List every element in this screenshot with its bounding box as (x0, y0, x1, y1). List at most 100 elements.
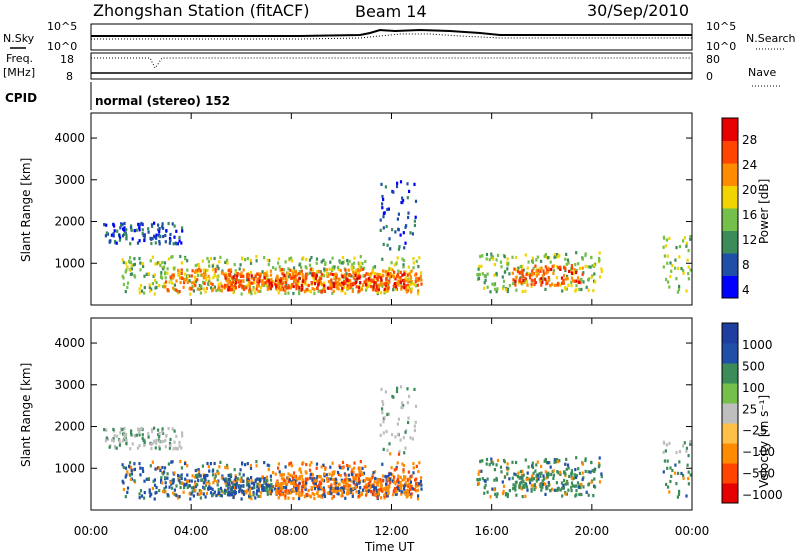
power-cell (354, 273, 357, 278)
velocity-cell (570, 469, 573, 473)
power-cell (600, 269, 603, 274)
power-cell (186, 259, 189, 263)
power-cell (519, 278, 522, 282)
velocity-cell (191, 474, 194, 478)
velocity-cell (330, 492, 333, 496)
power-cell (392, 274, 395, 278)
power-cell (346, 284, 349, 288)
velocity-cell (179, 474, 182, 478)
velocity-cell (104, 439, 107, 443)
power-cell (130, 228, 133, 232)
power-cell (522, 280, 525, 285)
power-cell (138, 291, 141, 295)
velocity-cell (409, 492, 412, 496)
power-cell (675, 246, 678, 250)
velocity-cell (567, 488, 570, 492)
velocity-cell (541, 479, 544, 483)
power-cell (391, 228, 394, 232)
velocity-cell (370, 477, 373, 481)
velocity-cell (414, 478, 417, 482)
power-cell (320, 290, 323, 294)
power-cell (403, 272, 406, 276)
power-ylabel: Slant Range [km] (19, 158, 33, 262)
power-cell (492, 257, 495, 261)
power-cell (248, 289, 251, 293)
power-cell (333, 265, 336, 269)
power-cell (392, 190, 395, 194)
velocity-cell (316, 484, 319, 489)
velocity-cell (412, 466, 415, 470)
power-cell (527, 260, 530, 264)
velocity-cell (577, 485, 580, 489)
velocity-cell (535, 479, 538, 483)
velocity-cell (362, 471, 366, 475)
y-tick-label: 4000 (54, 336, 85, 350)
power-cell (418, 256, 421, 260)
power-cell (247, 274, 250, 279)
power-cell (328, 267, 331, 271)
velocity-cell (564, 472, 567, 476)
power-cell (322, 281, 325, 285)
velocity-cell (663, 459, 666, 463)
power-cell (261, 283, 264, 287)
velocity-cell (303, 495, 306, 499)
velocity-cell (341, 486, 344, 490)
power-cell (171, 281, 174, 285)
power-cell (310, 256, 313, 260)
power-cell (392, 272, 395, 276)
velocity-cell (124, 466, 128, 470)
power-cell (290, 259, 294, 263)
power-cell (166, 271, 169, 275)
velocity-cell (662, 470, 665, 474)
velocity-cell (188, 484, 191, 488)
power-cell (493, 273, 496, 277)
velocity-cell (387, 412, 390, 416)
velocity-cell (166, 493, 169, 497)
velocity-cell (132, 468, 135, 472)
colorbar-swatch (722, 185, 738, 209)
velocity-cell (213, 478, 216, 482)
power-cell (528, 273, 531, 278)
velocity-cell (280, 482, 283, 486)
velocity-cell (530, 483, 533, 487)
power-cell (576, 276, 580, 280)
velocity-cell (519, 469, 522, 474)
velocity-cell (217, 472, 220, 476)
velocity-cell (295, 492, 298, 496)
velocity-cell (547, 461, 550, 465)
power-cell (353, 261, 356, 265)
power-cell (155, 262, 158, 266)
velocity-cell (110, 438, 113, 442)
velocity-cell (593, 477, 596, 481)
power-cell (553, 253, 556, 257)
velocity-cell (405, 495, 408, 499)
power-cell (406, 182, 409, 186)
velocity-colorbar-label: Velocity [m s⁻¹] (757, 395, 771, 488)
velocity-cell (196, 475, 199, 479)
velocity-cell (125, 441, 128, 445)
velocity-cell (387, 474, 390, 479)
power-cell (382, 197, 385, 202)
power-cell (183, 281, 186, 285)
power-cell (578, 266, 581, 270)
velocity-cell (533, 483, 536, 487)
power-cell (292, 284, 295, 289)
power-cell (680, 266, 683, 271)
velocity-cell (112, 439, 115, 443)
velocity-cell (194, 488, 197, 492)
power-cell (294, 278, 297, 282)
power-cell (408, 189, 411, 193)
power-cell (284, 260, 287, 264)
velocity-cell (184, 483, 187, 487)
power-cell (381, 202, 384, 206)
power-cell (231, 280, 234, 284)
velocity-cell (204, 478, 207, 482)
velocity-cell (406, 401, 409, 405)
power-cell (240, 271, 243, 275)
velocity-cell (205, 481, 208, 485)
velocity-cell (155, 438, 158, 442)
power-cell (218, 260, 221, 264)
velocity-cell (519, 483, 522, 487)
